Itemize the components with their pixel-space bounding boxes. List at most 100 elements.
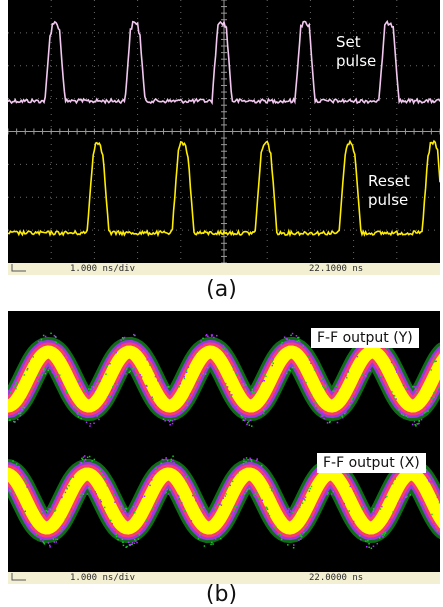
noise-speckle [77,412,79,414]
scope-a-status-bar: 1.000 ns/div 22.1000 ns [8,263,440,275]
noise-speckle [288,339,291,341]
noise-speckle [328,487,330,490]
noise-speckle [106,482,109,484]
noise-speckle [38,509,41,511]
noise-speckle [292,547,295,549]
noise-speckle [83,390,86,392]
noise-speckle [293,366,295,369]
noise-speckle [245,490,248,493]
noise-speckle [322,385,324,388]
noise-speckle [37,344,39,346]
noise-speckle [397,371,399,373]
noise-speckle [155,500,157,503]
noise-speckle [334,390,336,392]
noise-speckle [281,536,283,538]
noise-speckle [24,398,27,401]
noise-speckle [119,344,122,347]
noise-speckle [89,425,91,427]
noise-speckle [321,377,323,380]
noise-speckle [139,374,142,376]
noise-speckle [238,468,240,470]
noise-speckle [392,511,394,513]
noise-speckle [18,413,20,415]
noise-speckle [267,512,269,515]
noise-speckle [197,379,199,382]
noise-speckle [316,508,318,510]
noise-speckle [420,418,423,421]
noise-speckle [15,465,17,468]
noise-speckle [278,350,280,352]
noise-speckle [229,484,231,487]
noise-speckle [19,412,22,414]
noise-speckle [65,390,67,392]
noise-speckle [232,365,234,368]
noise-speckle [286,510,288,513]
noise-speckle [243,458,245,460]
noise-speckle [251,388,254,391]
noise-speckle [180,502,182,504]
noise-speckle [60,496,63,499]
noise-speckle [41,374,43,376]
noise-speckle [272,362,274,365]
noise-speckle [430,369,432,371]
noise-speckle [301,497,304,499]
noise-speckle [106,399,109,402]
reset-pulse-label-line2: pulse [368,191,409,209]
noise-speckle [170,460,172,462]
noise-speckle [54,335,57,338]
noise-speckle [60,381,62,383]
noise-speckle [425,406,427,409]
noise-speckle [109,363,111,365]
noise-speckle [396,371,398,373]
noise-speckle [431,484,433,487]
noise-speckle [47,510,49,512]
noise-speckle [185,480,188,483]
noise-speckle [80,493,82,495]
noise-speckle [325,388,327,391]
noise-speckle [42,368,45,370]
noise-speckle [329,391,331,393]
noise-speckle [76,412,78,415]
noise-speckle [224,348,227,350]
noise-speckle [376,542,378,545]
noise-speckle [245,461,247,463]
noise-speckle [256,458,258,460]
noise-speckle [220,538,222,540]
noise-speckle [88,487,90,489]
noise-speckle [298,506,301,509]
noise-speckle [219,534,222,536]
noise-speckle [183,475,186,477]
noise-speckle [146,385,148,387]
noise-speckle [192,494,194,497]
noise-speckle [136,541,138,544]
noise-speckle [157,380,159,382]
noise-speckle [368,543,370,545]
noise-speckle [145,519,147,522]
noise-speckle [146,390,148,392]
noise-speckle [155,502,158,505]
noise-speckle [361,508,363,510]
noise-speckle [380,375,382,377]
noise-speckle [235,372,237,374]
noise-speckle [261,468,263,471]
noise-speckle [354,390,357,392]
noise-speckle [263,380,266,382]
noise-speckle [253,391,255,394]
noise-speckle [413,420,416,423]
noise-speckle [17,468,19,470]
noise-speckle [336,421,339,424]
noise-speckle [226,386,229,388]
noise-speckle [260,413,262,415]
noise-speckle [424,506,426,508]
noise-speckle [251,425,253,427]
noise-speckle [174,418,176,421]
noise-speckle [248,420,250,423]
noise-speckle [388,353,390,356]
noise-speckle [164,490,167,492]
noise-speckle [30,387,33,390]
noise-speckle [11,490,14,493]
noise-speckle [166,459,169,462]
noise-speckle [406,495,408,498]
noise-speckle [178,495,180,497]
noise-speckle [85,421,88,423]
